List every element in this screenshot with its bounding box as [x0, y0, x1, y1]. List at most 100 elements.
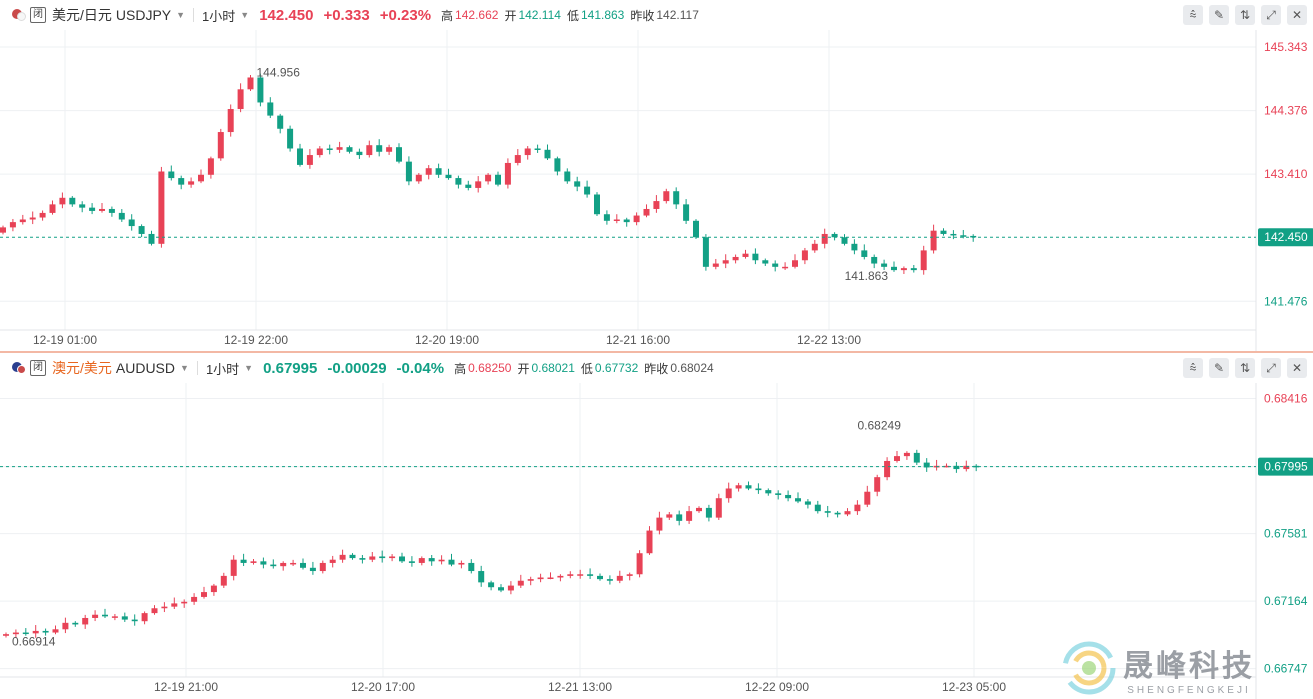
symbol-dropdown-icon[interactable]: ▼: [180, 363, 189, 373]
candle-body: [111, 616, 118, 618]
usdjpy-candlestick-chart[interactable]: 145.343 144.376 143.410 141.476 12-19 01:00 1…: [0, 0, 1313, 352]
candle-body: [389, 556, 396, 559]
min-price-label: 141.863: [845, 269, 889, 283]
low-value: 141.863: [580, 8, 625, 22]
candle-body: [485, 174, 492, 182]
audusd-candlestick-chart[interactable]: 0.68416 0.67581 0.67164 0.66747 12-19 21:00 1…: [0, 353, 1313, 699]
candle-body: [306, 155, 313, 165]
y-tick-label: 0.66747: [1264, 662, 1308, 676]
candle-body: [864, 491, 871, 505]
y-tick-label: 0.67581: [1264, 527, 1308, 541]
candle-body: [702, 237, 709, 267]
candle-body: [230, 559, 237, 576]
candle-body: [821, 233, 828, 244]
symbol-code[interactable]: AUDUSD: [115, 360, 176, 376]
candle-body: [366, 145, 373, 156]
candle-body: [755, 488, 762, 491]
candle-body: [270, 564, 277, 567]
current-price-tag: [1258, 228, 1313, 247]
candle-body: [438, 559, 445, 562]
candle-body: [676, 514, 683, 521]
draw-icon[interactable]: ✎: [1209, 5, 1229, 25]
candle-body: [683, 204, 690, 221]
close-icon[interactable]: ✕: [1287, 5, 1307, 25]
symbol-dropdown-icon[interactable]: ▼: [176, 10, 186, 20]
prev-close-label: 昨收: [630, 8, 655, 23]
candle-body: [745, 485, 752, 489]
candle-body: [326, 148, 333, 150]
candle-body: [616, 575, 623, 581]
candle-body: [834, 512, 841, 515]
candle-body: [725, 488, 732, 499]
candle-body: [824, 511, 831, 513]
candle-body: [277, 115, 284, 129]
candle-body: [39, 212, 46, 218]
interval-selector[interactable]: 1小时: [202, 8, 236, 24]
candle-body: [22, 632, 29, 635]
audusd-toolbar: ⩯ ✎ ⇅ ⤢ ✕: [1183, 358, 1307, 378]
candle-body: [973, 465, 980, 468]
candle-body: [102, 614, 108, 617]
open-value: 142.114: [518, 8, 561, 22]
close-icon[interactable]: ✕: [1287, 358, 1307, 378]
candle-body: [557, 575, 564, 578]
interval-dropdown-icon[interactable]: ▼: [244, 363, 254, 373]
candle-body: [290, 562, 297, 565]
candle-body: [527, 579, 534, 581]
candle-body: [191, 596, 198, 602]
market-closed-badge: 闭: [30, 7, 46, 23]
prev-close-value: 142.117: [656, 8, 699, 22]
candle-body: [42, 630, 49, 633]
x-tick-label: 12-20 19:00: [415, 333, 479, 347]
price-change: +0.333: [323, 6, 370, 24]
candle-body: [267, 102, 274, 116]
expand-icon[interactable]: ⤢: [1261, 358, 1281, 378]
candle-body: [445, 174, 452, 179]
candle-body: [811, 243, 818, 251]
candle-body: [396, 147, 402, 162]
candle-body: [686, 511, 693, 521]
interval-dropdown-icon[interactable]: ▼: [240, 10, 250, 20]
candle-body: [356, 151, 363, 156]
open-value: 0.68021: [531, 361, 575, 375]
symbol-code[interactable]: USDJPY: [115, 7, 172, 23]
candle-body: [309, 567, 316, 572]
candle-body: [567, 574, 574, 576]
candle-body: [795, 498, 801, 502]
compare-icon[interactable]: ⇅: [1235, 358, 1255, 378]
candle-body: [732, 256, 739, 261]
candle-body: [171, 603, 178, 607]
candle-body: [257, 77, 264, 103]
indicator-icon[interactable]: ⩯: [1183, 358, 1203, 378]
candle-body: [151, 608, 158, 614]
candle-body: [772, 263, 779, 267]
x-tick-label: 12-23 05:00: [942, 680, 1006, 694]
max-price-label: 144.956: [257, 65, 301, 79]
candle-body: [359, 558, 366, 560]
candle-body: [554, 158, 561, 172]
candle-body: [804, 501, 811, 505]
candle-body: [646, 530, 653, 554]
symbol-name[interactable]: 美元/日元: [52, 7, 112, 23]
draw-icon[interactable]: ✎: [1209, 358, 1229, 378]
last-price: 142.450: [259, 6, 314, 24]
candle-body: [534, 148, 541, 150]
candle-body: [0, 227, 6, 233]
watermark: 晟峰科技 SHENGFENGKEJI: [1061, 640, 1255, 696]
candle-body: [128, 219, 135, 227]
indicator-icon[interactable]: ⩯: [1183, 5, 1203, 25]
candle-body: [953, 465, 960, 470]
interval-selector[interactable]: 1小时: [205, 361, 240, 377]
panel-divider[interactable]: [0, 351, 1313, 353]
current-price-tag: [1258, 457, 1313, 476]
candle-body: [801, 250, 808, 261]
compare-icon[interactable]: ⇅: [1235, 5, 1255, 25]
candle-body: [844, 511, 851, 515]
candle-body: [141, 613, 148, 622]
high-value: 0.68250: [468, 361, 512, 375]
last-price: 0.67995: [263, 359, 318, 377]
symbol-name[interactable]: 澳元/美元: [52, 360, 112, 376]
candle-body: [498, 587, 504, 591]
candle-body: [297, 148, 303, 165]
expand-icon[interactable]: ⤢: [1261, 5, 1281, 25]
